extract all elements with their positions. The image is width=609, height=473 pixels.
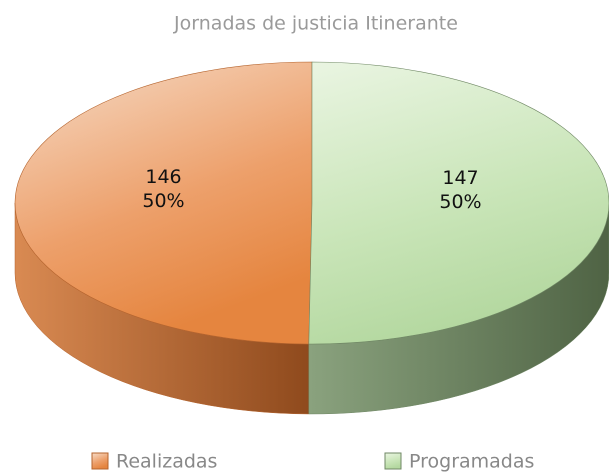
legend-swatch — [384, 452, 402, 470]
chart-title: Jornadas de justicia Itinerante — [173, 13, 458, 35]
legend-swatch — [91, 452, 109, 470]
percent-label: 50% — [439, 191, 481, 213]
slice — [14, 61, 313, 345]
legend-label: Realizadas — [116, 451, 217, 473]
data-label: 147 — [442, 167, 478, 189]
percent-label: 50% — [142, 190, 184, 212]
data-label: 146 — [145, 166, 181, 188]
legend-label: Programadas — [409, 451, 534, 473]
